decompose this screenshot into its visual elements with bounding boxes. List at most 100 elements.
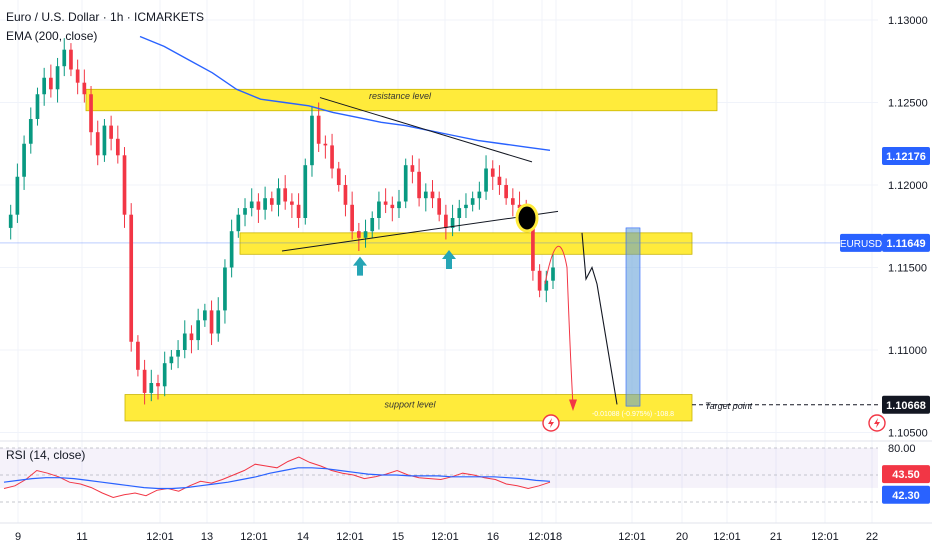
candle-body — [397, 201, 401, 209]
measure-box — [625, 227, 641, 407]
candle-body — [490, 168, 495, 177]
lightning-icon-glyph — [548, 418, 554, 428]
candle-body — [209, 310, 214, 334]
descending-trendline — [319, 97, 533, 163]
up-arrow-icon — [353, 256, 367, 276]
candle-body — [109, 125, 113, 139]
candle-body — [357, 231, 361, 238]
candle-body — [162, 363, 167, 387]
candle-body — [263, 198, 267, 210]
candle-body — [243, 208, 247, 215]
candle-body — [450, 218, 455, 228]
current-price-tag-bg — [882, 233, 930, 252]
time-axis-tick: 12:01 — [336, 531, 364, 543]
candle-body — [383, 201, 388, 205]
price-axis-tick: 1.12500 — [888, 98, 928, 110]
time-axis-tick: 11 — [76, 531, 87, 543]
candle-body — [517, 204, 522, 209]
candle-body — [115, 138, 120, 156]
time-axis-tick: 18 — [550, 531, 562, 543]
projection-path-black — [581, 232, 618, 405]
candle-body — [8, 214, 13, 228]
candle-body — [62, 49, 67, 67]
candle-body — [229, 231, 234, 268]
projection-path-red — [544, 245, 574, 407]
candle-body — [417, 171, 421, 199]
time-axis-tick: 22 — [866, 531, 878, 543]
time-axis-tick: 20 — [676, 531, 688, 543]
rsi-ma-tag-bg — [882, 485, 930, 504]
projection-arrowhead — [569, 399, 577, 412]
candle-body — [437, 198, 442, 215]
price-axis-tick: 1.11000 — [888, 345, 927, 357]
rsi-ma-value-tag: 42.30 — [892, 490, 920, 502]
time-axis-tick: 16 — [487, 531, 499, 543]
candle-body — [28, 119, 33, 144]
candle-body — [223, 267, 227, 311]
candle-body — [531, 218, 535, 271]
ema200-line — [139, 35, 551, 152]
rsi-ma-line — [3, 467, 551, 490]
candle-body — [350, 204, 354, 232]
candle-body — [551, 267, 555, 281]
candle-body — [189, 333, 194, 341]
candle-body — [22, 143, 26, 177]
price-axis-tick: 1.11500 — [888, 263, 927, 275]
candle-body — [129, 214, 134, 342]
candle-body — [323, 143, 328, 146]
candle-body — [510, 198, 515, 205]
time-axis-tick: 12:01 — [618, 531, 646, 543]
rsi-title: RSI (14, close) — [6, 448, 86, 462]
candle-body — [296, 204, 301, 218]
candle-body — [290, 201, 294, 205]
candle-body — [149, 383, 154, 393]
time-axis-tick: 14 — [297, 531, 309, 543]
candle-body — [336, 168, 341, 185]
symbol-title: Euro / U.S. Dollar · 1h · ICMARKETS — [6, 10, 205, 24]
support-zone — [124, 394, 693, 422]
candle-body — [182, 333, 187, 350]
support-label: support level — [384, 400, 436, 410]
candle-body — [303, 165, 308, 218]
candle-body — [444, 214, 448, 228]
candle-body — [69, 49, 73, 70]
ema-indicator-label: EMA (200, close) — [6, 29, 98, 43]
candle-body — [537, 270, 542, 291]
time-axis-tick: 12:01 — [146, 531, 174, 543]
time-axis-tick: 12:01 — [240, 531, 268, 543]
candle-body — [196, 320, 200, 341]
candle-body — [504, 185, 508, 199]
candle-body — [343, 185, 348, 205]
measure-label: -0.01088 (-0.975%) -108.8 — [592, 411, 674, 418]
time-axis-tick: 12:01 — [528, 531, 556, 543]
time-axis-tick: 12:01 — [431, 531, 459, 543]
current-price-tag-symbol: EURUSD — [840, 239, 882, 250]
candle-body — [142, 369, 147, 393]
rsi-level-80: 80.00 — [888, 443, 916, 455]
time-axis-tick: 13 — [201, 531, 213, 543]
candle-body — [256, 201, 261, 210]
candle-body — [249, 201, 254, 209]
rsi-value-tag: 43.50 — [892, 469, 920, 481]
candle-body — [457, 208, 462, 218]
candle-body — [464, 204, 468, 209]
candle-body — [403, 165, 408, 202]
time-axis-tick: 12:01 — [811, 531, 839, 543]
up-arrow-icon — [442, 250, 456, 270]
candle-body — [544, 280, 549, 291]
price-axis-tick: 1.12000 — [888, 180, 928, 192]
rsi-line — [3, 456, 551, 499]
time-axis-tick: 12:01 — [713, 531, 741, 543]
candle-body — [136, 341, 140, 370]
ascending-trendline — [281, 210, 559, 252]
rsi-tag-bg — [882, 465, 930, 484]
breakout-zone — [239, 232, 693, 255]
candle-body — [276, 188, 281, 205]
candle-body — [330, 145, 334, 169]
candle-body — [35, 94, 40, 119]
candle-body — [156, 383, 160, 387]
candle-body — [102, 125, 107, 156]
candle-body — [484, 168, 488, 192]
